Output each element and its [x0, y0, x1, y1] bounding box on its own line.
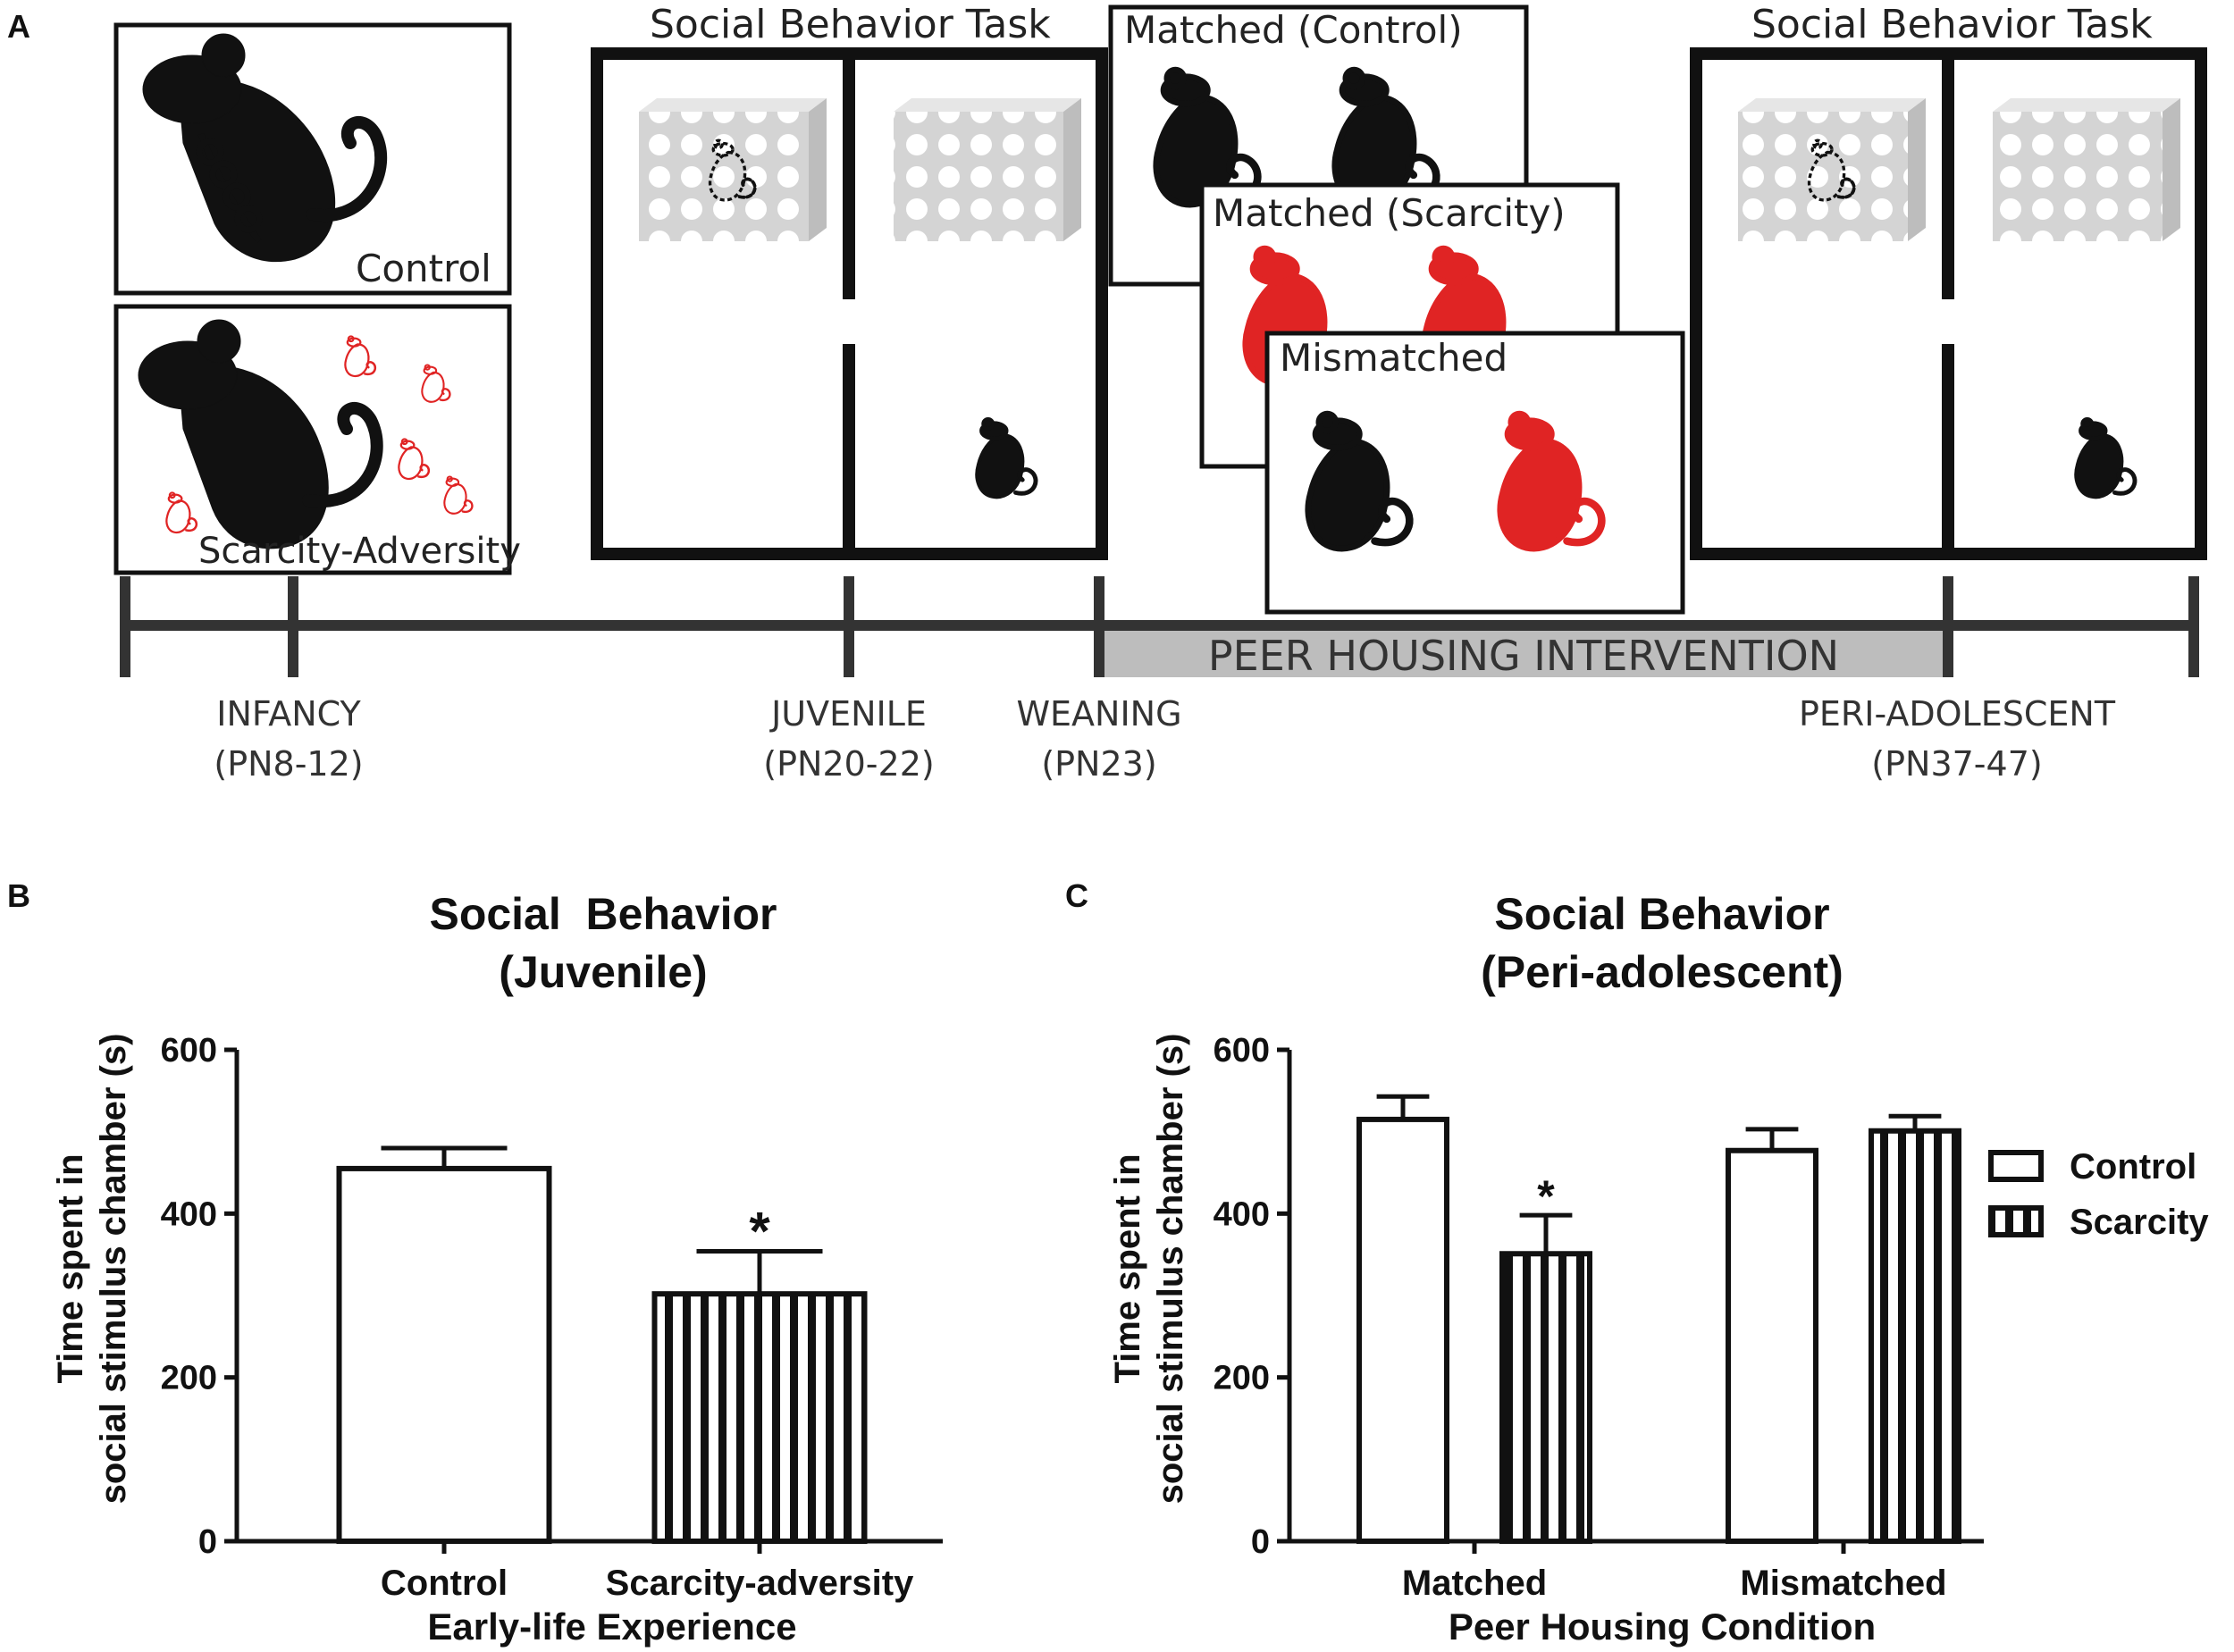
legend-label: Control	[2070, 1147, 2196, 1187]
y-tick-label: 200	[161, 1360, 217, 1397]
rat-mother-icon	[142, 33, 388, 263]
y-tick-label: 400	[161, 1195, 217, 1233]
rat-juvenile-icon	[977, 419, 1036, 497]
rat-pup-icon	[196, 132, 263, 244]
task-right-title: Social Behavior Task	[1751, 2, 2153, 47]
timeline-range: (PN8-12)	[214, 744, 363, 784]
chart-c-ylabel-line1: Time spent in	[1108, 1153, 1147, 1383]
timeline: PEER HOUSING INTERVENTION INFANCY (PN8-1…	[120, 576, 2199, 784]
housing-mismatched: Mismatched	[1264, 331, 1685, 615]
rat-mother-icon	[138, 319, 383, 549]
scarcity-box-label: Scarcity-Adversity	[198, 531, 521, 572]
y-tick-label: 600	[1214, 1032, 1270, 1069]
chart-b-plot: 0 200 400 600 Control Scarcity-adversity *	[161, 1032, 943, 1603]
y-tick-label: 400	[1214, 1195, 1270, 1233]
timeline-stage: WEANING	[1016, 694, 1181, 734]
timeline-stage: JUVENILE	[769, 694, 927, 734]
x-tick-label: Matched	[1402, 1564, 1547, 1603]
bar	[1356, 1116, 1449, 1544]
stimulus-cage-icon	[1738, 98, 1926, 241]
panel-a-label: A	[7, 8, 30, 45]
task-arena-juvenile: Social Behavior Task	[591, 2, 1108, 560]
chart-b-xlabel: Early-life Experience	[427, 1606, 796, 1648]
timeline-stage: INFANCY	[216, 694, 361, 734]
bar	[1499, 1251, 1592, 1544]
stimulus-cage-icon	[894, 98, 1081, 241]
y-tick-label: 200	[1214, 1360, 1270, 1397]
bar	[336, 1165, 552, 1544]
task-arena-peri-adolescent: Social Behavior Task	[1690, 2, 2207, 560]
mismatched-label: Mismatched	[1280, 336, 1508, 380]
chart-c-title-line2: (Peri-adolescent)	[1481, 947, 1843, 997]
bar	[1869, 1128, 1961, 1544]
chart-c-plot: 0 200 400 600 * Matched Mismatched Control Scarc…	[1214, 1032, 2210, 1603]
stimulus-cage-icon	[639, 98, 827, 241]
x-tick-label: Scarcity-adversity	[606, 1564, 914, 1603]
matched-control-label: Matched (Control)	[1124, 8, 1463, 52]
stimulus-cage-icon	[1993, 98, 2180, 241]
timeline-range: (PN20-22)	[763, 744, 934, 784]
legend-swatch	[1988, 1205, 2044, 1237]
intervention-label: PEER HOUSING INTERVENTION	[1208, 632, 1839, 680]
chart-b-title-line1: Social Behavior	[429, 889, 777, 939]
panel-b: B Social Behavior (Juvenile) Time spent …	[7, 877, 943, 1648]
intervention-band	[1099, 625, 1948, 677]
matched-scarcity-label: Matched (Scarcity)	[1213, 191, 1566, 235]
control-box: Control	[113, 22, 512, 296]
panel-c-label: C	[1065, 877, 1088, 914]
significance-marker: *	[1537, 1171, 1555, 1221]
panel-b-label: B	[7, 877, 30, 914]
control-box-label: Control	[356, 247, 491, 290]
chart-b-title-line2: (Juvenile)	[499, 947, 707, 997]
bar	[1726, 1147, 1818, 1544]
legend-label: Scarcity	[2070, 1203, 2209, 1242]
scarcity-box: Scarcity-Adversity	[113, 304, 521, 575]
panel-a: A Control	[7, 2, 2207, 784]
timeline-range: (PN37-47)	[1871, 744, 2042, 784]
timeline-range: (PN23)	[1041, 744, 1156, 784]
chart-b-ylabel-line2: social stimulus chamber (s)	[94, 1034, 133, 1505]
chart-c-title-line1: Social Behavior	[1494, 889, 1829, 939]
significance-marker: *	[749, 1202, 770, 1262]
rat-juvenile-icon	[2076, 419, 2135, 497]
chart-c-xlabel: Peer Housing Condition	[1449, 1606, 1876, 1648]
bar	[651, 1291, 868, 1544]
y-tick-label: 0	[198, 1523, 217, 1561]
chart-b-ylabel-line1: Time spent in	[51, 1153, 90, 1383]
timeline-stage: PERI-ADOLESCENT	[1799, 694, 2116, 734]
chart-c-ylabel-line2: social stimulus chamber (s)	[1151, 1034, 1190, 1505]
x-tick-label: Control	[381, 1564, 508, 1603]
task-left-title: Social Behavior Task	[650, 2, 1051, 47]
legend-swatch	[1988, 1150, 2044, 1182]
y-tick-label: 600	[161, 1032, 217, 1069]
x-tick-label: Mismatched	[1740, 1564, 1946, 1603]
panel-c: C Social Behavior (Peri-adolescent) Time…	[1065, 877, 2209, 1648]
y-tick-label: 0	[1251, 1523, 1270, 1561]
